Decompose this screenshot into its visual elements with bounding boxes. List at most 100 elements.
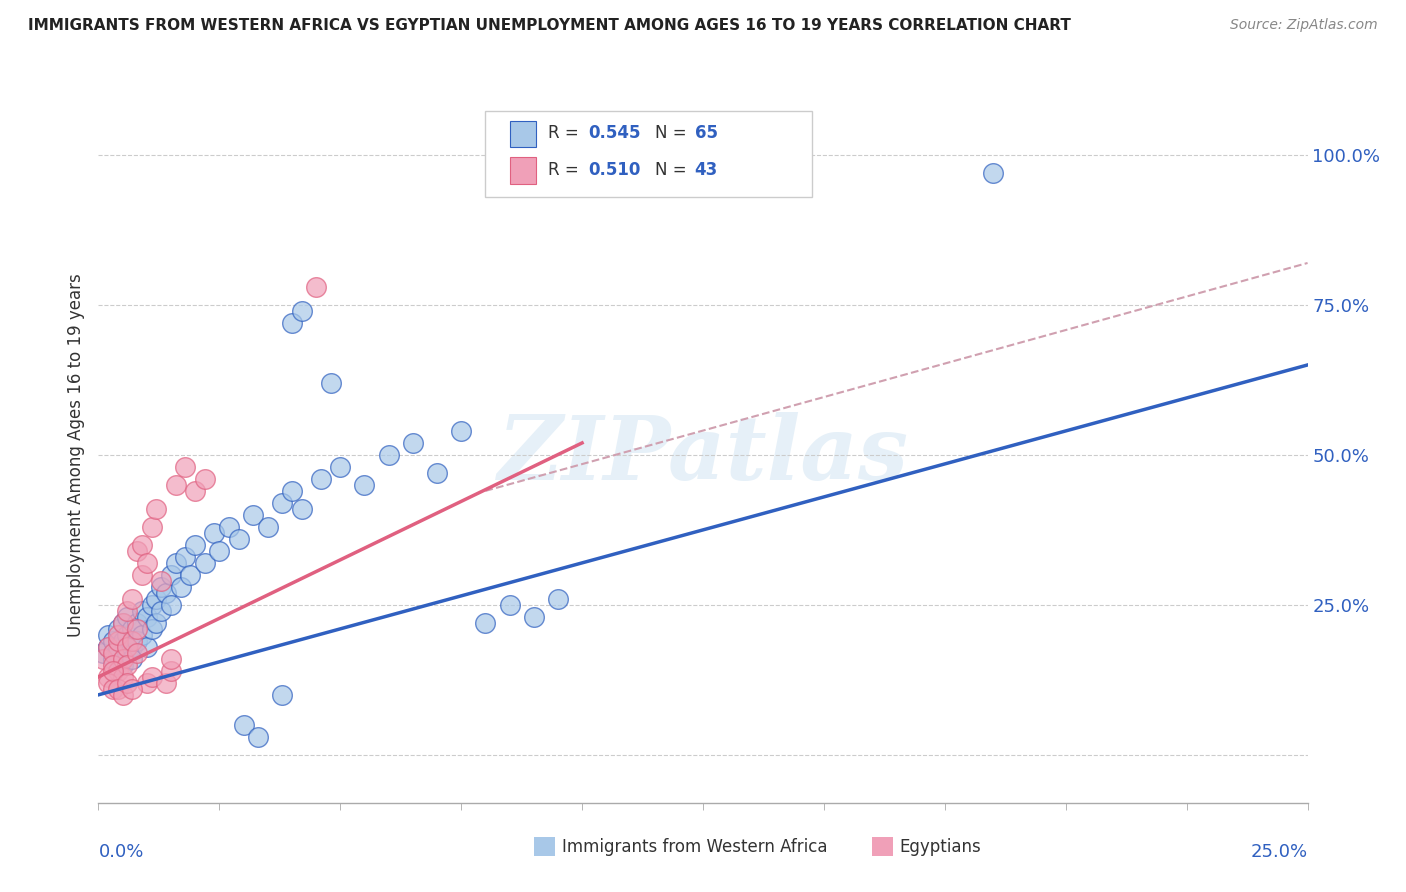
Point bbox=[150, 580, 173, 594]
Text: N =: N = bbox=[655, 161, 692, 178]
Text: 43: 43 bbox=[695, 161, 718, 178]
Point bbox=[97, 640, 120, 654]
Point bbox=[131, 538, 153, 552]
Point bbox=[111, 670, 134, 684]
Point bbox=[141, 598, 163, 612]
Point bbox=[208, 544, 231, 558]
Text: Source: ZipAtlas.com: Source: ZipAtlas.com bbox=[1230, 18, 1378, 32]
Point bbox=[107, 633, 129, 648]
Point bbox=[160, 567, 183, 582]
Point bbox=[184, 538, 207, 552]
Point bbox=[426, 466, 449, 480]
Text: Egyptians: Egyptians bbox=[900, 838, 981, 856]
Point bbox=[131, 567, 153, 582]
Point bbox=[117, 610, 139, 624]
Text: 0.545: 0.545 bbox=[588, 125, 641, 143]
Point bbox=[232, 718, 254, 732]
Point bbox=[107, 681, 129, 696]
Point bbox=[111, 652, 134, 666]
Point bbox=[145, 591, 167, 606]
Point bbox=[131, 604, 153, 618]
Point bbox=[121, 591, 143, 606]
Point bbox=[107, 628, 129, 642]
Point bbox=[117, 657, 139, 672]
Text: N =: N = bbox=[655, 125, 692, 143]
FancyBboxPatch shape bbox=[485, 111, 811, 197]
Text: Immigrants from Western Africa: Immigrants from Western Africa bbox=[562, 838, 828, 856]
Point bbox=[319, 376, 342, 390]
Point bbox=[179, 567, 201, 582]
Point bbox=[290, 502, 312, 516]
Point bbox=[145, 502, 167, 516]
Point bbox=[107, 622, 129, 636]
Point bbox=[281, 316, 304, 330]
Point bbox=[165, 556, 187, 570]
Point bbox=[91, 646, 114, 660]
Point bbox=[377, 448, 399, 462]
Point bbox=[97, 628, 120, 642]
Point bbox=[523, 610, 546, 624]
Point bbox=[498, 598, 520, 612]
Point bbox=[402, 436, 425, 450]
Point bbox=[150, 574, 173, 588]
Text: 65: 65 bbox=[695, 125, 717, 143]
Point bbox=[101, 633, 124, 648]
Point bbox=[184, 483, 207, 498]
Point bbox=[242, 508, 264, 522]
Point bbox=[97, 670, 120, 684]
Point bbox=[160, 664, 183, 678]
Point bbox=[107, 640, 129, 654]
Text: 25.0%: 25.0% bbox=[1250, 843, 1308, 861]
Point bbox=[204, 525, 226, 540]
Point bbox=[107, 646, 129, 660]
Point bbox=[218, 520, 240, 534]
Point bbox=[127, 633, 149, 648]
Point bbox=[107, 664, 129, 678]
Point bbox=[155, 676, 177, 690]
Point bbox=[117, 676, 139, 690]
Point bbox=[111, 615, 134, 630]
Point bbox=[121, 622, 143, 636]
Point bbox=[169, 580, 191, 594]
Point bbox=[174, 549, 197, 564]
Point bbox=[101, 681, 124, 696]
Point bbox=[247, 730, 270, 744]
Point bbox=[101, 657, 124, 672]
Point bbox=[228, 532, 250, 546]
Point bbox=[450, 424, 472, 438]
Point bbox=[127, 646, 149, 660]
Point bbox=[135, 610, 157, 624]
Point bbox=[981, 166, 1004, 180]
Point bbox=[256, 520, 278, 534]
Point bbox=[121, 633, 143, 648]
Point bbox=[117, 604, 139, 618]
Point bbox=[91, 652, 114, 666]
Point bbox=[329, 459, 352, 474]
Text: R =: R = bbox=[548, 125, 585, 143]
Point bbox=[111, 657, 134, 672]
Text: R =: R = bbox=[548, 161, 585, 178]
Point bbox=[145, 615, 167, 630]
Point bbox=[127, 622, 149, 636]
Point bbox=[309, 472, 332, 486]
Point bbox=[160, 598, 183, 612]
Text: 0.510: 0.510 bbox=[588, 161, 641, 178]
Point bbox=[165, 478, 187, 492]
Point bbox=[547, 591, 569, 606]
Point bbox=[474, 615, 496, 630]
Point bbox=[121, 681, 143, 696]
Point bbox=[121, 640, 143, 654]
Point bbox=[97, 676, 120, 690]
Point bbox=[160, 652, 183, 666]
Point bbox=[135, 556, 157, 570]
Point bbox=[141, 622, 163, 636]
Point bbox=[101, 652, 124, 666]
Point bbox=[155, 586, 177, 600]
Point bbox=[353, 478, 375, 492]
Point bbox=[135, 676, 157, 690]
Point bbox=[141, 670, 163, 684]
Point bbox=[97, 640, 120, 654]
Text: IMMIGRANTS FROM WESTERN AFRICA VS EGYPTIAN UNEMPLOYMENT AMONG AGES 16 TO 19 YEAR: IMMIGRANTS FROM WESTERN AFRICA VS EGYPTI… bbox=[28, 18, 1071, 33]
Point bbox=[194, 472, 217, 486]
Point bbox=[194, 556, 217, 570]
